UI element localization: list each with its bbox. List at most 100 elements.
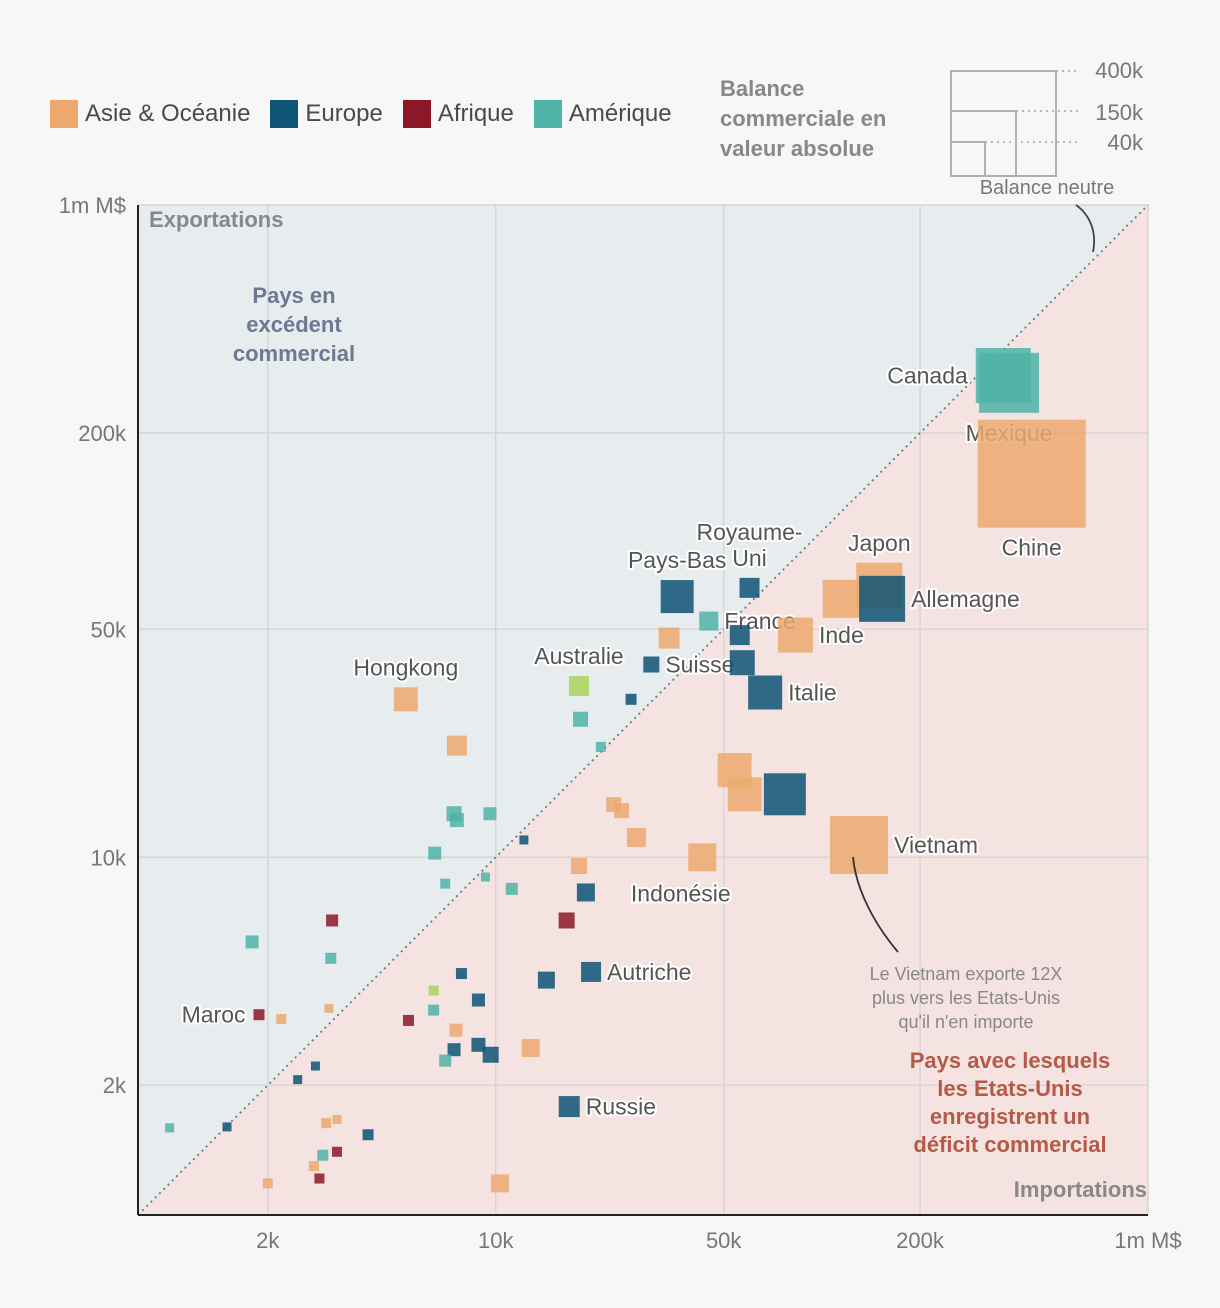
point-afrique [314,1173,325,1184]
legend-label-amerique: Amérique [568,100,672,127]
point-asie [324,1003,334,1013]
neutral-balance-line [137,204,1149,1216]
size-legend-value: 400k [1095,58,1144,83]
point-afrique [402,1014,414,1026]
point-amerique [428,985,439,996]
size-legend-square [950,110,1017,177]
point-label-suisse: Suisse [665,651,734,677]
point-europe [471,1037,486,1052]
point-amerique [165,1123,175,1133]
point-amerique [449,813,464,828]
point-label-vietnam: Vietnam [894,832,978,858]
point-label-maroc: Maroc [182,1002,246,1028]
x-tick-label: 2k [256,1228,280,1253]
point-europe [482,1046,499,1063]
vietnam-note: qu'il n'en importe [899,1012,1034,1032]
point-asie [613,803,629,819]
point-amerique [573,711,589,727]
surplus-label: excédent [246,312,342,337]
y-tick-label: 2k [103,1073,127,1098]
point-chine [977,419,1086,528]
point-label-russie: Russie [586,1094,656,1120]
point-afrique [331,1146,342,1157]
x-tick-label: 10k [478,1228,514,1253]
point-europe [222,1122,232,1132]
point-asie [276,1014,287,1025]
size-legend-value: 40k [1108,130,1144,155]
point-autriche [581,961,602,982]
point-asie [688,843,717,872]
point-label-royaume-uni: Royaume- [696,519,802,545]
legend-item-amerique: Amérique [533,100,672,128]
y-tick-label: 50k [91,617,127,642]
deficit-label: déficit commercial [913,1132,1106,1157]
point-europe [729,625,750,646]
point-amerique [428,846,442,860]
point-asie [262,1178,273,1189]
point-asie [626,827,646,847]
point-indon-sie [576,883,595,902]
x-tick-label: 50k [706,1228,742,1253]
x-tick-label: 1m M$ [1114,1228,1181,1253]
point-amerique [317,1149,329,1161]
point-asie [521,1039,540,1058]
y-axis-title: Exportations [149,207,283,232]
point-amerique [439,1054,452,1067]
point-label-indon-sie: Indonésie [631,880,731,906]
vietnam-note-connector [852,856,899,953]
point-europe [362,1129,374,1141]
point-amerique [505,882,518,895]
point-label-pays-bas: Pays-Bas [628,547,726,573]
color-legend: Asie & Océanie Europe Afrique Amérique [50,100,692,128]
size-legend-square [950,70,1057,177]
point-france [699,611,719,631]
size-legend-value: 150k [1095,100,1144,125]
deficit-label: les Etats-Unis [937,1076,1083,1101]
swatch-asie [50,100,78,128]
point-asie [570,858,587,875]
point-royaume-uni [739,577,760,598]
point-inde [777,617,813,653]
point-hongkong [393,687,418,712]
legend-item-asie: Asie & Océanie [50,100,250,128]
size-legend-title: Balance commerciale en valeur absolue [720,76,887,161]
point-mexique [979,352,1040,413]
point-label-autriche: Autriche [607,959,691,985]
point-label-allemagne: Allemagne [911,586,1020,612]
point-label-hongkong: Hongkong [353,654,458,680]
point-europe [447,1043,461,1057]
point-afrique [558,912,575,929]
vietnam-note: Le Vietnam exporte 12X [870,964,1063,984]
legend-item-afrique: Afrique [402,100,514,128]
size-legend-square [950,141,986,177]
point-maroc [253,1009,265,1021]
point-europe [310,1061,320,1071]
point-asie [332,1115,342,1125]
point-asie [822,579,861,618]
legend-label-asie: Asie & Océanie [85,100,251,127]
point-pays-bas [660,580,694,614]
point-europe [455,968,467,980]
point-europe [625,693,637,705]
point-europe [537,971,555,989]
point-asie [321,1118,332,1129]
neutral-balance-label: Balance neutre [980,177,1115,199]
point-amerique [245,935,259,949]
point-label-canada: Canada [887,363,968,389]
x-axis-title: Importations [1014,1177,1147,1202]
legend-item-europe: Europe [270,100,383,128]
surplus-label: Pays en [252,283,335,308]
point-afrique [326,914,339,927]
point-europe [763,773,806,816]
point-amerique [595,741,606,752]
point-suisse [643,656,660,673]
point-allemagne [859,575,906,622]
point-asie [308,1161,319,1172]
point-label-australie: Australie [534,643,623,669]
y-tick-label: 10k [91,845,127,870]
point-asie [658,627,680,649]
swatch-afrique [402,100,431,128]
legend-label-europe: Europe [305,100,383,127]
point-label-italie: Italie [788,680,837,706]
